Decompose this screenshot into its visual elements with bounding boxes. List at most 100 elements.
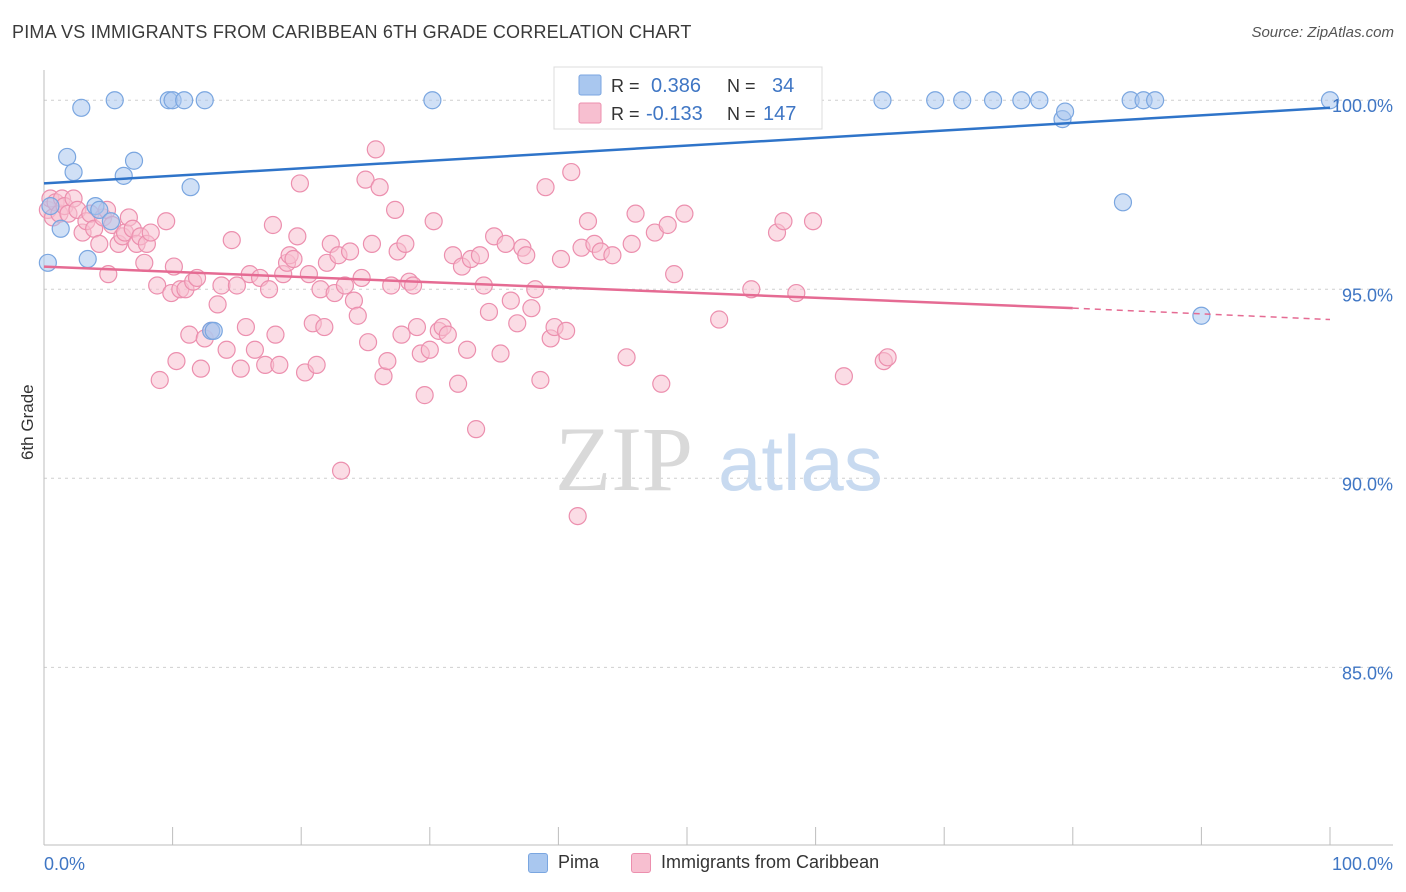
pima-point-21 xyxy=(873,91,892,110)
caribbean-point-62 xyxy=(288,227,307,246)
legend-bottom-swatch-pima xyxy=(528,852,548,873)
caribbean-point-126 xyxy=(562,162,581,182)
caribbean-point-118 xyxy=(522,299,541,318)
caribbean-point-90 xyxy=(392,325,411,344)
caribbean-point-119 xyxy=(526,280,545,299)
legend-r-value-caribbean: -0.133 xyxy=(646,103,703,125)
pima-point-28 xyxy=(1055,102,1075,121)
pima-point-2 xyxy=(51,219,70,238)
caribbean-point-91 xyxy=(396,234,415,254)
caribbean-point-65 xyxy=(299,265,319,284)
pima-point-5 xyxy=(72,98,91,117)
source-label: Source: ZipAtlas.com xyxy=(1251,24,1394,41)
caribbean-point-88 xyxy=(385,200,405,219)
caribbean-point-29 xyxy=(148,276,167,295)
pima-point-33 xyxy=(1192,306,1211,325)
caribbean-point-77 xyxy=(344,291,364,310)
legend-label-caribbean: Immigrants from Caribbean xyxy=(661,852,880,872)
pima-point-6 xyxy=(78,249,97,269)
caribbean-point-142 xyxy=(742,280,761,299)
caribbean-point-80 xyxy=(356,170,375,189)
pima-point-16 xyxy=(181,178,200,197)
legend-r-label-caribbean: R = xyxy=(611,104,640,124)
bottom-legend: Pima Immigrants from Caribbean xyxy=(528,852,901,873)
caribbean-point-101 xyxy=(438,325,457,344)
legend-swatch-pima xyxy=(578,74,602,96)
caribbean-point-96 xyxy=(415,386,434,405)
chart-title: PIMA VS IMMIGRANTS FROM CARIBBEAN 6TH GR… xyxy=(12,22,692,42)
caribbean-point-14 xyxy=(90,234,109,254)
pima-point-8 xyxy=(90,200,109,219)
caribbean-point-82 xyxy=(362,234,382,254)
caribbean-point-139 xyxy=(665,265,684,284)
trend-line-caribbean-extension xyxy=(1072,307,1331,321)
top-legend: R = 0.386 N = 34 R = -0.133 N = 147 xyxy=(553,66,823,130)
caribbean-point-110 xyxy=(479,302,499,322)
pima-point-20 xyxy=(423,91,442,110)
caribbean-point-49 xyxy=(236,317,256,337)
pima-point-12 xyxy=(124,151,144,170)
pima-point-29 xyxy=(1113,193,1133,212)
pima-point-22 xyxy=(926,91,945,110)
caribbean-point-86 xyxy=(378,351,397,371)
caribbean-point-78 xyxy=(348,306,367,325)
caribbean-point-54 xyxy=(259,280,279,299)
caribbean-point-48 xyxy=(231,359,250,378)
caribbean-point-115 xyxy=(508,314,527,333)
caribbean-point-81 xyxy=(358,333,378,352)
caribbean-point-97 xyxy=(420,340,439,359)
caribbean-point-46 xyxy=(222,231,241,250)
caribbean-point-79 xyxy=(352,268,371,288)
legend-n-label-pima: N = xyxy=(727,76,756,96)
y-tick-label-0: 100.0% xyxy=(1332,96,1393,116)
y-tick-labels: 100.0% 95.0% 90.0% 85.0% xyxy=(1332,96,1393,683)
caribbean-point-93 xyxy=(403,276,423,295)
caribbean-point-55 xyxy=(263,215,283,235)
caribbean-point-34 xyxy=(167,351,186,371)
caribbean-point-47 xyxy=(227,276,246,295)
caribbean-point-133 xyxy=(617,348,636,367)
pima-point-0 xyxy=(38,253,57,272)
watermark-zip: ZIP xyxy=(555,408,693,510)
pima-point-11 xyxy=(114,166,133,185)
caribbean-point-37 xyxy=(180,325,199,344)
caribbean-point-105 xyxy=(457,340,477,359)
caribbean-point-120 xyxy=(531,370,550,390)
pima-point-23 xyxy=(953,91,972,110)
pima-point-10 xyxy=(105,91,124,110)
legend-item-caribbean: Immigrants from Caribbean xyxy=(631,852,879,873)
legend-n-value-pima: 34 xyxy=(772,75,794,97)
caribbean-point-98 xyxy=(424,212,443,231)
caribbean-point-135 xyxy=(626,204,645,223)
series-pima-points xyxy=(38,91,1340,340)
caribbean-point-85 xyxy=(374,367,393,386)
caribbean-point-40 xyxy=(191,359,210,378)
pima-point-17 xyxy=(195,91,214,110)
caribbean-point-108 xyxy=(470,246,490,265)
caribbean-point-75 xyxy=(335,276,355,295)
caribbean-point-112 xyxy=(491,344,510,363)
caribbean-point-51 xyxy=(245,340,265,359)
pima-point-1 xyxy=(41,196,60,216)
legend-swatch-caribbean xyxy=(578,102,602,124)
caribbean-point-151 xyxy=(878,348,897,367)
trend-line-pima xyxy=(43,106,1331,185)
caribbean-point-84 xyxy=(370,178,389,197)
caribbean-point-138 xyxy=(658,215,677,235)
caribbean-point-43 xyxy=(208,295,227,314)
gridlines xyxy=(44,99,1393,668)
caribbean-point-141 xyxy=(710,310,729,329)
pima-point-15 xyxy=(175,91,194,110)
x-tick-label-end: 100.0% xyxy=(1332,854,1393,874)
y-tick-label-2: 90.0% xyxy=(1342,474,1393,494)
caribbean-point-44 xyxy=(212,276,231,295)
legend-n-value-caribbean: 147 xyxy=(763,103,796,125)
x-tick-label-start: 0.0% xyxy=(44,854,85,874)
caribbean-point-31 xyxy=(157,212,176,231)
caribbean-point-117 xyxy=(517,246,536,265)
caribbean-point-149 xyxy=(834,367,853,386)
caribbean-point-134 xyxy=(622,234,641,254)
legend-r-value-pima: 0.386 xyxy=(651,75,701,97)
caribbean-point-57 xyxy=(270,355,289,374)
